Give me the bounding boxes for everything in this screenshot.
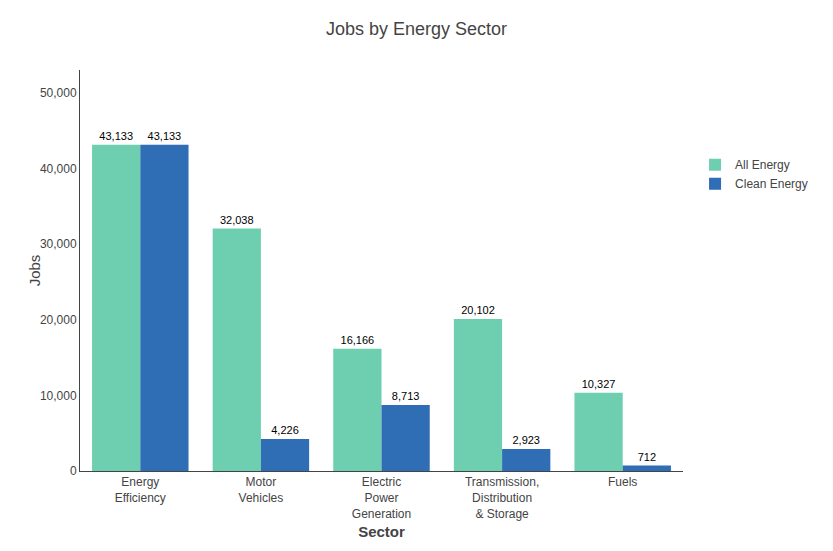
svg-text:43,133: 43,133 <box>148 130 182 142</box>
svg-text:40,000: 40,000 <box>40 162 77 176</box>
svg-text:Fuels: Fuels <box>608 475 637 489</box>
svg-text:EnergyEfficiency: EnergyEfficiency <box>115 475 166 505</box>
svg-text:2,923: 2,923 <box>512 434 540 446</box>
svg-text:Jobs by Energy Sector: Jobs by Energy Sector <box>326 19 507 39</box>
svg-text:20,000: 20,000 <box>40 313 77 327</box>
svg-text:16,166: 16,166 <box>341 334 375 346</box>
svg-text:43,133: 43,133 <box>99 130 133 142</box>
svg-text:MotorVehicles: MotorVehicles <box>239 475 284 505</box>
svg-text:All Energy: All Energy <box>735 158 790 172</box>
svg-text:32,038: 32,038 <box>220 214 254 226</box>
svg-text:4,226: 4,226 <box>271 424 299 436</box>
svg-text:Transmission,Distribution& Sto: Transmission,Distribution& Storage <box>465 475 539 520</box>
svg-text:8,713: 8,713 <box>392 390 420 402</box>
svg-text:0: 0 <box>70 464 77 478</box>
svg-text:20,102: 20,102 <box>461 304 495 316</box>
svg-text:10,327: 10,327 <box>582 378 616 390</box>
svg-text:Clean Energy: Clean Energy <box>735 177 808 191</box>
svg-text:Sector: Sector <box>358 523 405 540</box>
svg-text:ElectricPowerGeneration: ElectricPowerGeneration <box>352 475 411 520</box>
svg-text:10,000: 10,000 <box>40 389 77 403</box>
svg-text:Jobs: Jobs <box>26 255 43 287</box>
svg-text:30,000: 30,000 <box>40 237 77 251</box>
svg-text:50,000: 50,000 <box>40 86 77 100</box>
svg-text:712: 712 <box>638 451 656 463</box>
